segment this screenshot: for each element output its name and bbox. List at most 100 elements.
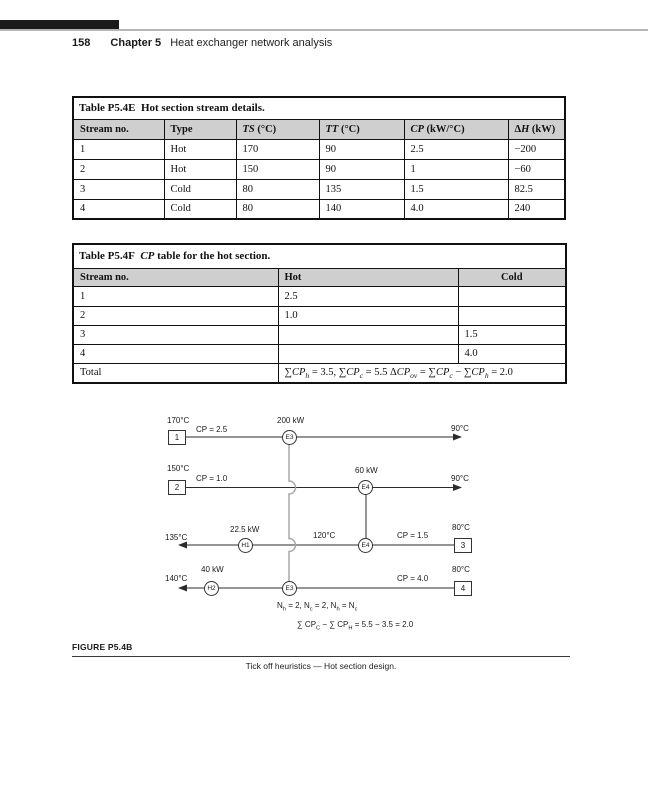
- cell: 82.5: [507, 178, 566, 200]
- table-row: 3 Cold 80 135 1.5 82.5: [72, 178, 566, 200]
- cell: Cold: [163, 178, 237, 200]
- stream3-supply-temp: 80°C: [452, 523, 470, 532]
- figure-caption: Tick off heuristics — Hot section design…: [245, 661, 397, 671]
- cell: 3: [72, 324, 279, 345]
- h1-duty-label: 22.5 kW: [230, 525, 260, 534]
- chapter-label: Chapter 5: [110, 37, 162, 49]
- table-hot-section-stream-details: Table P5.4E Hot section stream details. …: [72, 96, 567, 220]
- e3-duty-label: 200 kW: [277, 416, 305, 425]
- cell: 2.5: [403, 138, 509, 160]
- table-row: 1 2.5: [72, 285, 567, 307]
- stream3-arrowhead: [178, 541, 187, 549]
- h2-duty-label: 40 kW: [201, 565, 224, 574]
- figure-label: FIGURE P5.4B: [72, 642, 133, 652]
- cell: 3: [72, 178, 165, 200]
- cell: 80: [235, 178, 320, 200]
- cell: Cold: [163, 198, 237, 220]
- cell: 4.0: [457, 343, 567, 364]
- stream3-mid-temp: 120°C: [313, 531, 336, 540]
- cell: 1.0: [277, 305, 459, 326]
- header-cell: Cold: [457, 267, 567, 287]
- stream3-box: 3: [454, 538, 472, 553]
- cell: 140: [318, 198, 405, 220]
- cell: 4: [72, 198, 165, 220]
- header-cell: Hot: [277, 267, 459, 287]
- stream1-supply-temp: 170°C: [167, 416, 190, 425]
- table-e-header-row: Stream no. Type TS (°C) TT (°C) CP (kW/°…: [72, 118, 566, 140]
- running-head: 158 Chapter 5 Heat exchanger network ana…: [72, 37, 332, 49]
- cell: [457, 285, 567, 307]
- cell: 1: [72, 138, 165, 160]
- cell: 2.5: [277, 285, 459, 307]
- stream2-box: 2: [168, 480, 186, 495]
- stream4-box: 4: [454, 581, 472, 596]
- cell: Hot: [163, 138, 237, 160]
- stream2-cp-label: CP = 1.0: [196, 474, 228, 483]
- cell: 135: [318, 178, 405, 200]
- table-f-title: Table P5.4F CP table for the hot section…: [72, 243, 567, 269]
- cell: 4.0: [403, 198, 509, 220]
- cell: 1.5: [403, 178, 509, 200]
- header-cell: ΔH (kW): [507, 118, 566, 140]
- stream1-target-temp: 90°C: [451, 424, 469, 433]
- cell: 170: [235, 138, 320, 160]
- heater-h2: H2: [204, 581, 219, 596]
- chapter-title: Heat exchanger network analysis: [170, 37, 333, 49]
- exchanger-e3-hot: E3: [282, 430, 297, 445]
- stream1-cp-label: CP = 2.5: [196, 425, 228, 434]
- cell: 150: [235, 158, 320, 180]
- page-top-rule: [0, 29, 648, 31]
- cp-difference-note: ∑ CPC − ∑ CPH = 5.5 − 3.5 = 2.0: [297, 620, 414, 632]
- cell: −60: [507, 158, 566, 180]
- stream3-target-temp: 135°C: [165, 533, 188, 542]
- cell: 1: [403, 158, 509, 180]
- table-row: 2 Hot 150 90 1 −60: [72, 158, 566, 180]
- cell: 2: [72, 158, 165, 180]
- exchanger-e4-hot: E4: [358, 480, 373, 495]
- table-row: 1 Hot 170 90 2.5 −200: [72, 138, 566, 160]
- heater-h1: H1: [238, 538, 253, 553]
- cell: 1.5: [457, 324, 567, 345]
- cell: −200: [507, 138, 566, 160]
- stream-count-note: Nh = 2, Nc = 2, Nh = Nc: [277, 601, 358, 613]
- exchanger-e3-cold: E3: [282, 581, 297, 596]
- header-cell: CP (kW/°C): [403, 118, 509, 140]
- cell: 2: [72, 305, 279, 326]
- cell: Hot: [163, 158, 237, 180]
- stream4-cp-label: CP = 4.0: [397, 574, 429, 583]
- stream2-arrowhead: [453, 484, 462, 491]
- header-cell: TS (°C): [235, 118, 320, 140]
- table-total-row: Total ∑CPh = 3.5, ∑CPc = 5.5 ΔCPov = ∑CP…: [72, 362, 567, 384]
- cell: 1: [72, 285, 279, 307]
- page-number: 158: [72, 37, 91, 49]
- stream4-target-temp: 140°C: [165, 574, 188, 583]
- e3-match-connector: [288, 440, 297, 585]
- table-row: 2 1.0: [72, 305, 567, 326]
- stream4-supply-temp: 80°C: [452, 565, 470, 574]
- total-label-cell: Total: [72, 362, 279, 384]
- figure-rule: [72, 656, 570, 657]
- cell: [277, 343, 459, 364]
- table-row: 4 4.0: [72, 343, 567, 364]
- header-cell: Type: [163, 118, 237, 140]
- table-f-header-row: Stream no. Hot Cold: [72, 267, 567, 287]
- e4-duty-label: 60 kW: [355, 466, 378, 475]
- exchanger-e4-cold: E4: [358, 538, 373, 553]
- table-row: 4 Cold 80 140 4.0 240: [72, 198, 566, 220]
- table-e-title: Table P5.4E Hot section stream details.: [72, 96, 566, 120]
- cell: 80: [235, 198, 320, 220]
- cell: 4: [72, 343, 279, 364]
- table-cp-hot-section: Table P5.4F CP table for the hot section…: [72, 243, 567, 384]
- header-cell: Stream no.: [72, 118, 165, 140]
- total-formula-cell: ∑CPh = 3.5, ∑CPc = 5.5 ΔCPov = ∑CPc − ∑C…: [277, 362, 567, 384]
- cell: [277, 324, 459, 345]
- stream4-arrowhead: [178, 584, 187, 592]
- cell: 90: [318, 138, 405, 160]
- page-top-black-bar: [0, 20, 119, 29]
- stream3-cp-label: CP = 1.5: [397, 531, 429, 540]
- header-cell: Stream no.: [72, 267, 279, 287]
- stream1-box: 1: [168, 430, 186, 445]
- stream2-supply-temp: 150°C: [167, 464, 190, 473]
- cell: 90: [318, 158, 405, 180]
